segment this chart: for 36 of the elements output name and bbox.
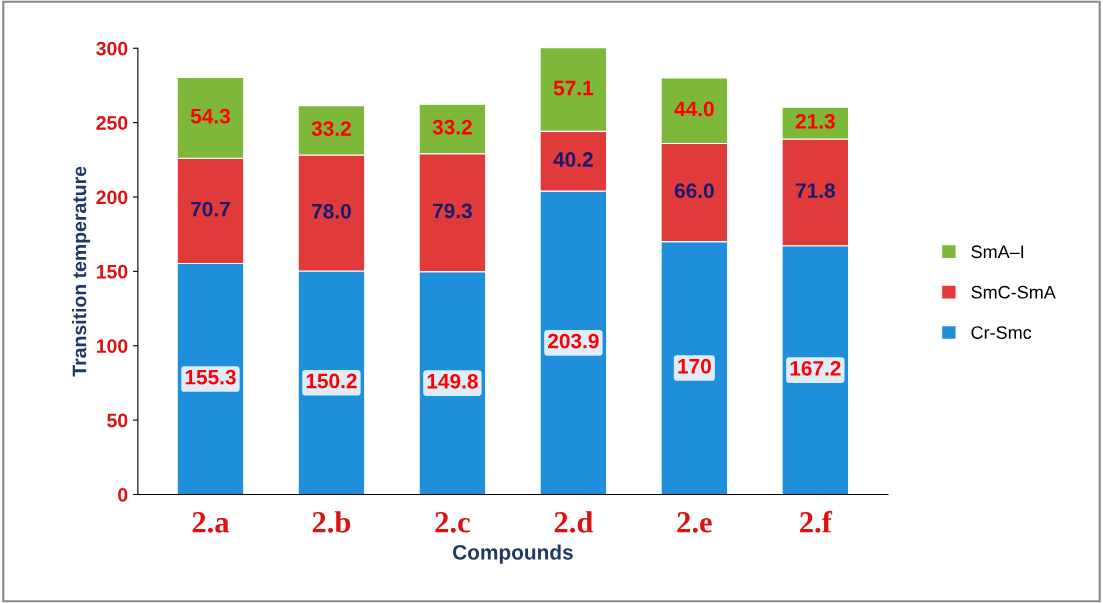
- data-label: 57.1: [553, 80, 594, 96]
- data-label: 150.2: [306, 373, 357, 389]
- x-tick-label: 2.f: [800, 510, 833, 533]
- y-tick-label: 50: [107, 413, 128, 428]
- data-label: 54.3: [190, 108, 230, 124]
- data-label: 170: [678, 358, 711, 374]
- data-label: 40.2: [553, 152, 593, 167]
- data-label: 44.0: [674, 101, 714, 117]
- x-tick-label: 2.e: [677, 512, 712, 533]
- data-label: 203.9: [548, 333, 599, 349]
- x-axis-title: Compounds: [453, 544, 573, 564]
- legend-label: SmC-SmA: [971, 285, 1056, 299]
- x-tick-label: 2.b: [312, 511, 351, 533]
- y-tick-label: 150: [96, 264, 128, 279]
- data-label: 79.3: [433, 203, 472, 219]
- x-tick-label: 2.c: [435, 512, 470, 533]
- data-label: 33.2: [311, 121, 351, 136]
- y-tick-label: 300: [96, 41, 128, 56]
- data-label: 78.0: [312, 203, 351, 219]
- y-tick-label: 0: [118, 487, 128, 502]
- data-label: 71.8: [795, 183, 835, 198]
- data-label: 149.8: [427, 373, 478, 389]
- legend-label: Cr-Smc: [971, 326, 1032, 339]
- data-label: 70.7: [191, 201, 230, 217]
- x-tick-label: 2.a: [192, 512, 230, 533]
- x-tick-label: 2.d: [554, 511, 593, 533]
- y-tick-label: 100: [96, 339, 128, 353]
- data-label: 167.2: [790, 360, 841, 376]
- y-tick-label: 250: [96, 116, 128, 130]
- legend-label: SmA–I: [971, 245, 1024, 259]
- data-label: 33.2: [432, 119, 472, 135]
- y-tick-label: 200: [96, 190, 128, 205]
- data-label: 66.0: [674, 183, 714, 199]
- data-label: 155.3: [185, 369, 236, 385]
- y-axis-title: Transition temperature: [72, 166, 91, 377]
- data-label: 21.3: [795, 113, 835, 129]
